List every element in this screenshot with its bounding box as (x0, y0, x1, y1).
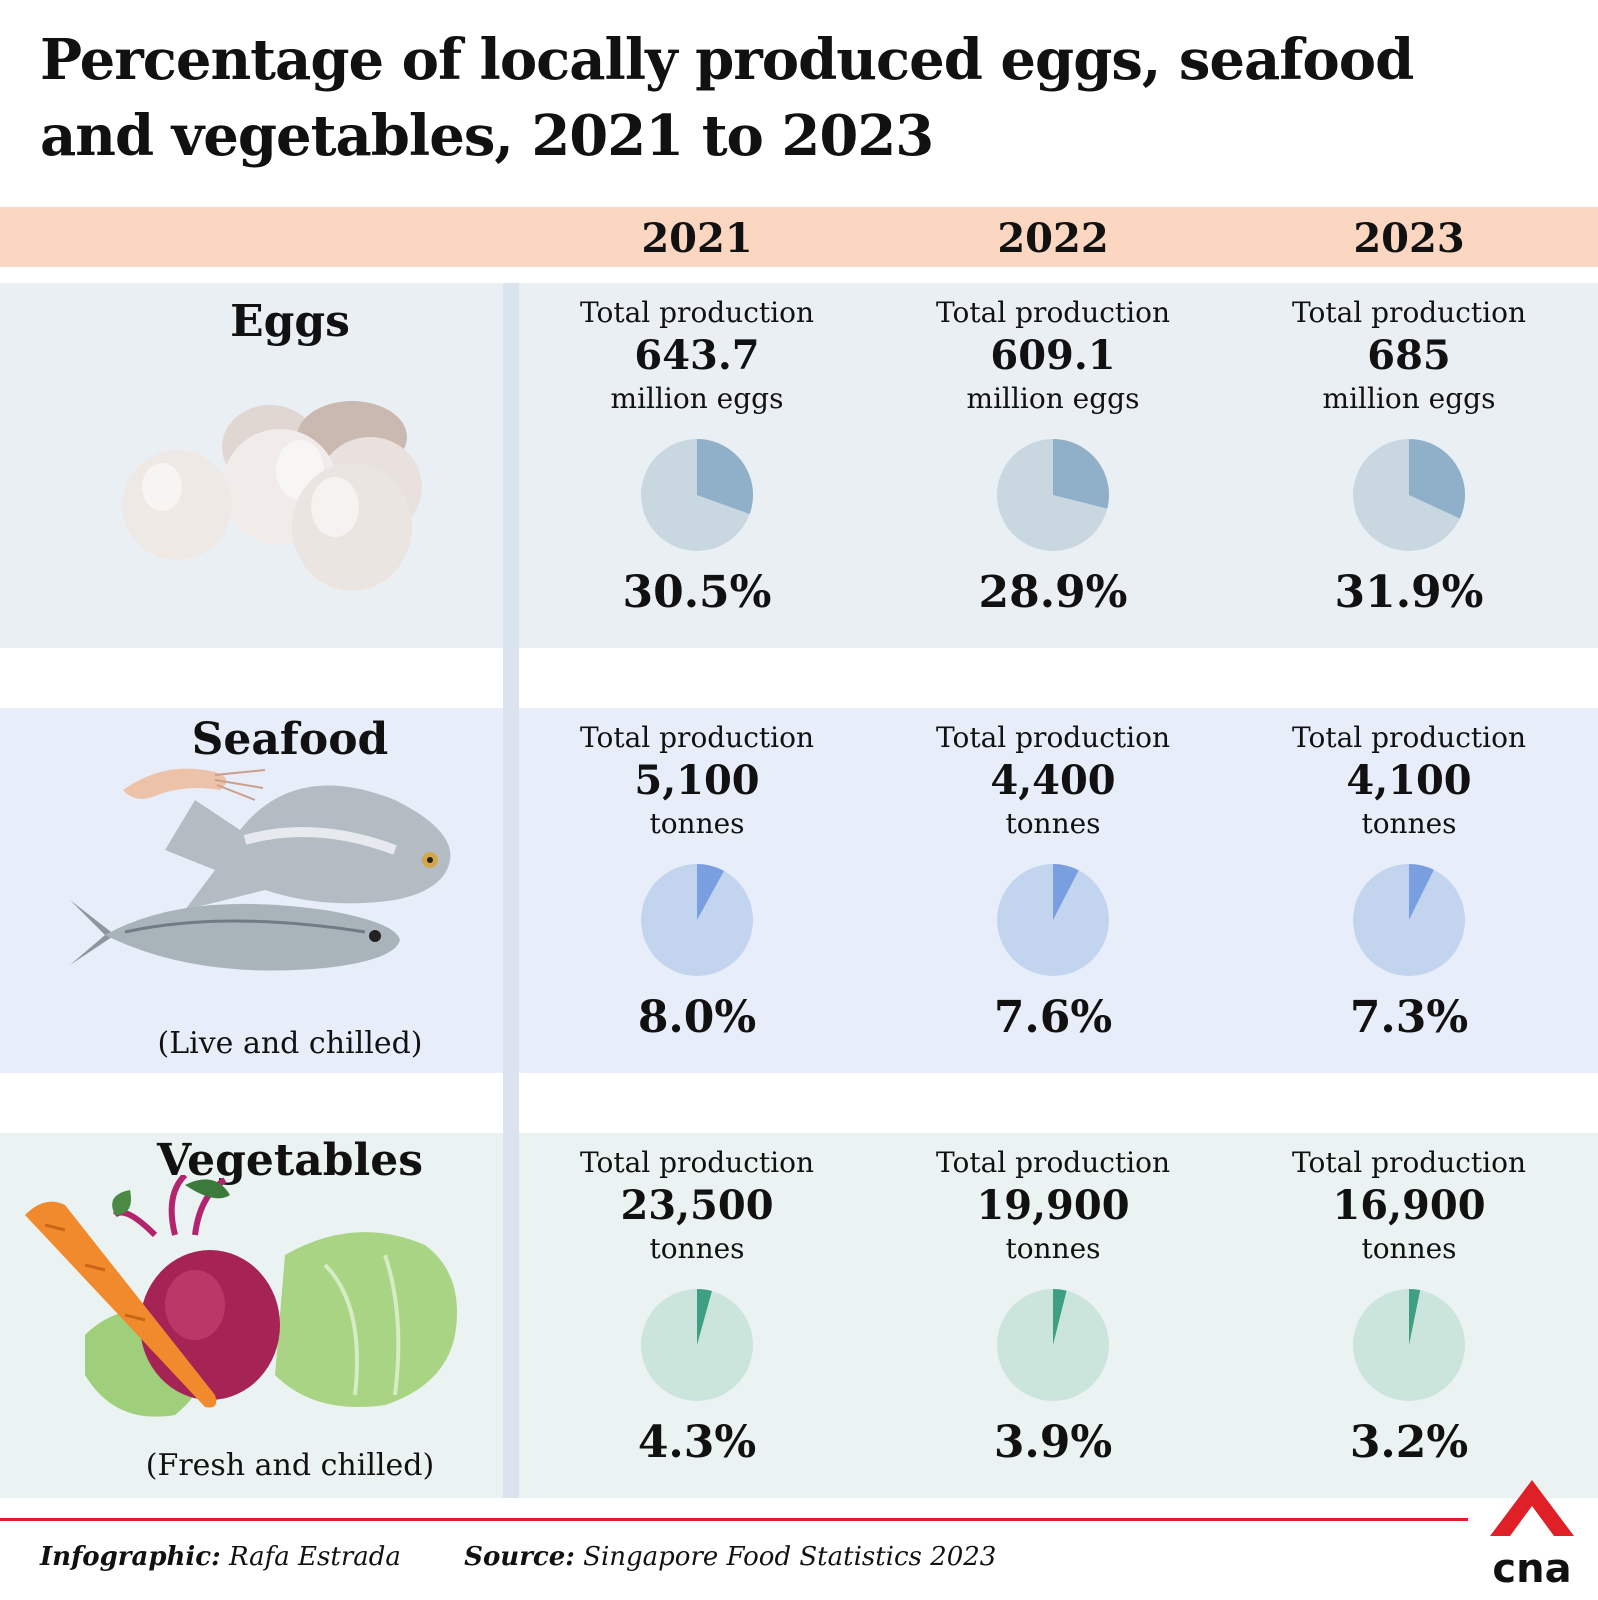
total-production-label: Total production (579, 1146, 815, 1179)
total-production-label: Total production (579, 721, 815, 754)
total-production-label: Total production (1291, 296, 1527, 329)
year-label-2023: 2023 (1353, 215, 1465, 262)
pie-vegetables-2022 (997, 1289, 1109, 1401)
pie-eggs-2023 (1353, 439, 1465, 551)
pie-slice-local-share (1053, 1289, 1067, 1345)
pie-seafood-2021 (641, 864, 753, 976)
logo-text: cna (1492, 1546, 1571, 1590)
pie-slice-local-share (1053, 864, 1079, 920)
percent-label: 28.9% (978, 567, 1128, 618)
pie-slice-local-share (1409, 439, 1465, 519)
total-production-label: Total production (935, 1146, 1171, 1179)
total-production-value: 4,400 (990, 757, 1116, 804)
infographic-author: Rafa Estrada (228, 1542, 401, 1572)
total-production-value: 4,100 (1346, 757, 1472, 804)
year-label-2022: 2022 (997, 215, 1109, 262)
seafood-cell-2023: Total production 4,100 tonnes 7.3% (1249, 720, 1569, 1048)
year-label-2021: 2021 (641, 215, 753, 262)
pie-slice-local-share (697, 439, 754, 514)
total-production-unit: tonnes (649, 807, 745, 840)
total-production-label: Total production (1291, 1146, 1527, 1179)
category-note-vegetables: (Fresh and chilled) (145, 1448, 435, 1483)
category-note-seafood: (Live and chilled) (157, 1026, 423, 1061)
total-production-value: 19,900 (976, 1182, 1130, 1229)
column-divider (503, 283, 519, 1498)
percent-label: 30.5% (622, 567, 772, 618)
footer-credits: Infographic: Rafa Estrada Source: Singap… (40, 1542, 996, 1572)
category-name-seafood: Seafood (191, 714, 389, 765)
total-production-label: Total production (1291, 721, 1527, 754)
source-name: Singapore Food Statistics 2023 (583, 1542, 997, 1572)
total-production-unit: tonnes (1361, 1232, 1457, 1265)
total-production-unit: million eggs (610, 382, 784, 415)
eggs-cell-2022: Total production 609.1 million eggs 28.9% (893, 295, 1213, 623)
total-production-value: 23,500 (620, 1182, 774, 1229)
page-title: Percentage of locally produced eggs, sea… (40, 27, 1414, 169)
pie-slice-local-share (697, 864, 724, 920)
cna-logo-icon: cna (1490, 1480, 1574, 1590)
pie-eggs-2021 (641, 439, 754, 551)
total-production-unit: tonnes (1005, 807, 1101, 840)
eggs-cell-2023: Total production 685 million eggs 31.9% (1249, 295, 1569, 623)
total-production-label: Total production (935, 721, 1171, 754)
total-production-value: 16,900 (1332, 1182, 1486, 1229)
percent-label: 3.9% (993, 1417, 1113, 1468)
total-production-unit: tonnes (1361, 807, 1457, 840)
percent-label: 3.2% (1349, 1417, 1469, 1468)
total-production-unit: million eggs (966, 382, 1140, 415)
category-name-vegetables: Vegetables (157, 1135, 423, 1186)
pie-slice-local-share (1053, 439, 1110, 509)
percent-label: 8.0% (637, 992, 757, 1043)
pie-slice-local-share (1409, 864, 1434, 920)
total-production-label: Total production (935, 296, 1171, 329)
category-name-eggs: Eggs (230, 296, 350, 347)
footer-divider (0, 1518, 1468, 1521)
total-production-value: 5,100 (634, 757, 760, 804)
total-production-value: 685 (1367, 332, 1451, 379)
vegetables-illustration (25, 1175, 457, 1417)
vegetables-cell-2023: Total production 16,900 tonnes 3.2% (1249, 1145, 1569, 1473)
pie-slice-local-share (1409, 1289, 1421, 1345)
vegetables-cell-2022: Total production 19,900 tonnes 3.9% (893, 1145, 1213, 1473)
pie-seafood-2023 (1353, 864, 1465, 976)
year-header-band (0, 207, 1598, 267)
total-production-unit: tonnes (1005, 1232, 1101, 1265)
total-production-unit: million eggs (1322, 382, 1496, 415)
vegetables-cell-2021: Total production 23,500 tonnes 4.3% (537, 1145, 857, 1473)
total-production-label: Total production (579, 296, 815, 329)
percent-label: 7.3% (1349, 992, 1469, 1043)
pie-vegetables-2023 (1353, 1289, 1465, 1401)
pie-vegetables-2021 (641, 1289, 753, 1401)
seafood-row (0, 708, 1598, 1073)
pie-slice-local-share (697, 1289, 712, 1345)
eggs-cell-2021: Total production 643.7 million eggs 30.5% (537, 295, 857, 623)
seafood-cell-2022: Total production 4,400 tonnes 7.6% (893, 720, 1213, 1048)
percent-label: 31.9% (1334, 567, 1484, 618)
total-production-value: 643.7 (634, 332, 760, 379)
pie-eggs-2022 (997, 439, 1110, 551)
seafood-cell-2021: Total production 5,100 tonnes 8.0% (537, 720, 857, 1048)
infographic-label: Infographic: (40, 1542, 221, 1572)
percent-label: 7.6% (993, 992, 1113, 1043)
seafood-illustration (70, 768, 451, 971)
total-production-value: 609.1 (990, 332, 1116, 379)
pie-seafood-2022 (997, 864, 1109, 976)
eggs-illustration (122, 401, 422, 591)
source-label: Source: (464, 1542, 575, 1572)
total-production-unit: tonnes (649, 1232, 745, 1265)
percent-label: 4.3% (637, 1417, 757, 1468)
